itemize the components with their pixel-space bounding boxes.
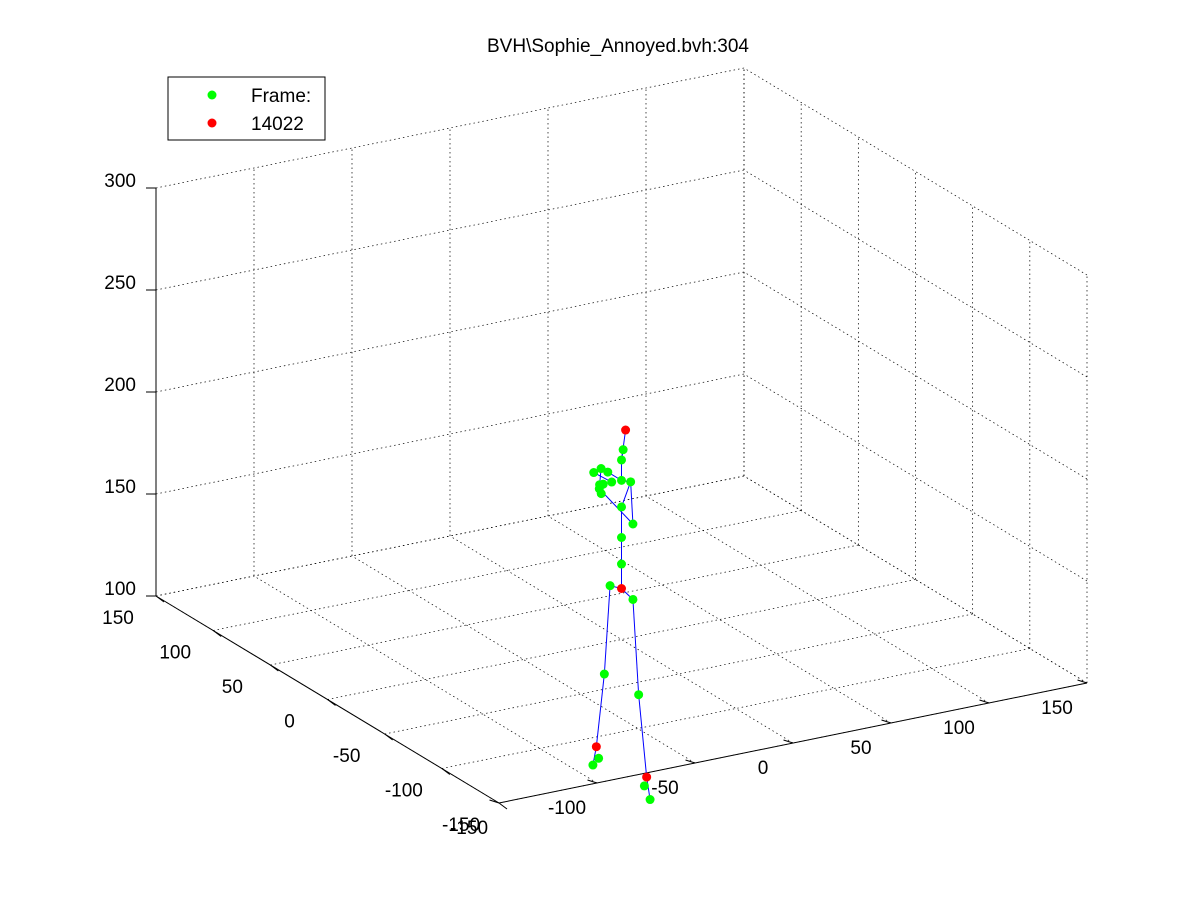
joint-chest_r: [603, 467, 613, 477]
grid-line-side-z: [743, 67, 1088, 276]
legend-box: [167, 76, 326, 141]
z-tick-label: 300: [104, 171, 136, 192]
legend-label-frame: Frame:: [251, 86, 311, 107]
joint-hand_r3: [607, 477, 617, 487]
x-tick-label: 50: [850, 738, 871, 759]
joint-neck: [617, 475, 626, 485]
x-tick: [979, 699, 990, 704]
grid-line-floor-y: [327, 579, 916, 700]
joint-spine2: [617, 533, 626, 542]
grid-line-floor-y: [384, 613, 973, 735]
y-tick-label: 50: [222, 677, 243, 698]
grid-line-back-z: [155, 67, 745, 189]
joint-toe_l: [645, 795, 655, 805]
z-tick-label: 150: [104, 477, 136, 498]
bone-chest_l-shoulder_l: [630, 481, 634, 525]
y-tick: [270, 664, 279, 672]
y-tick: [441, 768, 451, 775]
grid-line-back-z: [155, 271, 745, 393]
joint-root: [617, 584, 626, 593]
chart-title: BVH\Sophie_Annoyed.bvh:304: [487, 36, 749, 57]
tick-labels: -150 -100 -50 0 50 100 150 -150 -100 -50 0 50 100 150…: [102, 171, 1073, 839]
joint-head: [617, 455, 626, 465]
joint-toe_r: [588, 760, 598, 770]
joint-hip_r: [605, 581, 615, 591]
y-tick-label: -150: [442, 815, 480, 836]
y-tick: [384, 733, 393, 741]
y-tick: [212, 630, 222, 637]
joint-hand_l: [596, 489, 606, 499]
grid-line-floor-x: [449, 535, 794, 744]
bone-knee_r-foot_r: [595, 673, 605, 747]
grid-layer: [155, 67, 1088, 804]
joint-ankle_r: [594, 753, 604, 763]
joint-shoulder_l: [628, 519, 638, 529]
grid-line-side-z: [743, 373, 1088, 582]
grid-line-side-z: [743, 271, 1088, 480]
x-tick: [881, 719, 892, 724]
bone-hip_l-knee_l: [632, 599, 640, 695]
y-tick-label: -50: [333, 746, 360, 767]
grid-line-floor-y: [213, 510, 802, 631]
x-tick: [783, 739, 794, 744]
joint-spine1: [617, 559, 626, 569]
joint-head2: [618, 445, 628, 455]
grid-line-floor-x: [547, 515, 892, 724]
joint-head_top: [621, 425, 631, 435]
joint-hip_l: [628, 594, 638, 604]
axes-layer: [146, 187, 1088, 810]
y-tick-label: 100: [159, 643, 191, 664]
z-tick-label: 100: [104, 579, 136, 600]
x-tick-label: 100: [943, 718, 975, 739]
legend-label-14022: 14022: [251, 114, 304, 135]
grid-line-floor-y: [270, 544, 859, 666]
joint-spine3: [617, 502, 626, 512]
x-tick-label: 150: [1041, 698, 1073, 719]
joint-foot_r: [591, 742, 601, 752]
bone-hip_r-knee_r: [603, 585, 611, 675]
bone-knee_l-foot_l: [638, 694, 648, 778]
joint-elbow_r: [596, 464, 606, 474]
joint-chest_l: [626, 477, 636, 487]
z-tick-label: 200: [104, 375, 136, 396]
y-tick: [327, 699, 336, 706]
x-tick: [685, 759, 696, 764]
joint-wrist_r: [589, 468, 599, 478]
grid-line-side-z: [743, 475, 1088, 684]
grid-line-floor-y: [441, 648, 1030, 769]
grid-line-back-z: [155, 373, 745, 495]
grid-line-floor-x: [351, 555, 696, 764]
grid-line-side-z: [743, 169, 1088, 378]
grid-line-back-z: [155, 475, 745, 597]
x-tick-label: 0: [758, 758, 769, 779]
joint-ankle_l: [639, 781, 649, 791]
legend: Frame: 14022: [167, 76, 326, 141]
skeleton-joints: [588, 425, 655, 805]
joint-foot_l: [642, 772, 652, 782]
joint-knee_l: [634, 690, 644, 700]
x-tick: [489, 799, 500, 804]
legend-marker-14022: [207, 118, 217, 128]
joint-hand_r2: [598, 479, 608, 489]
x-tick-label: -100: [548, 798, 586, 819]
y-tick-label: -100: [385, 781, 423, 802]
x-tick: [1077, 679, 1088, 684]
z-tick-label: 250: [104, 273, 136, 294]
x-tick-label: -50: [651, 778, 678, 799]
grid-line-back-z: [155, 169, 745, 291]
y-tick-label: 150: [102, 608, 134, 629]
x-tick-label: -150: [450, 818, 488, 839]
legend-marker-frame: [207, 90, 217, 100]
x-tick: [587, 779, 598, 784]
y-tick: [498, 802, 508, 810]
y-tick: [155, 595, 165, 603]
joint-knee_r: [599, 669, 609, 679]
y-tick-label: 0: [284, 712, 295, 733]
